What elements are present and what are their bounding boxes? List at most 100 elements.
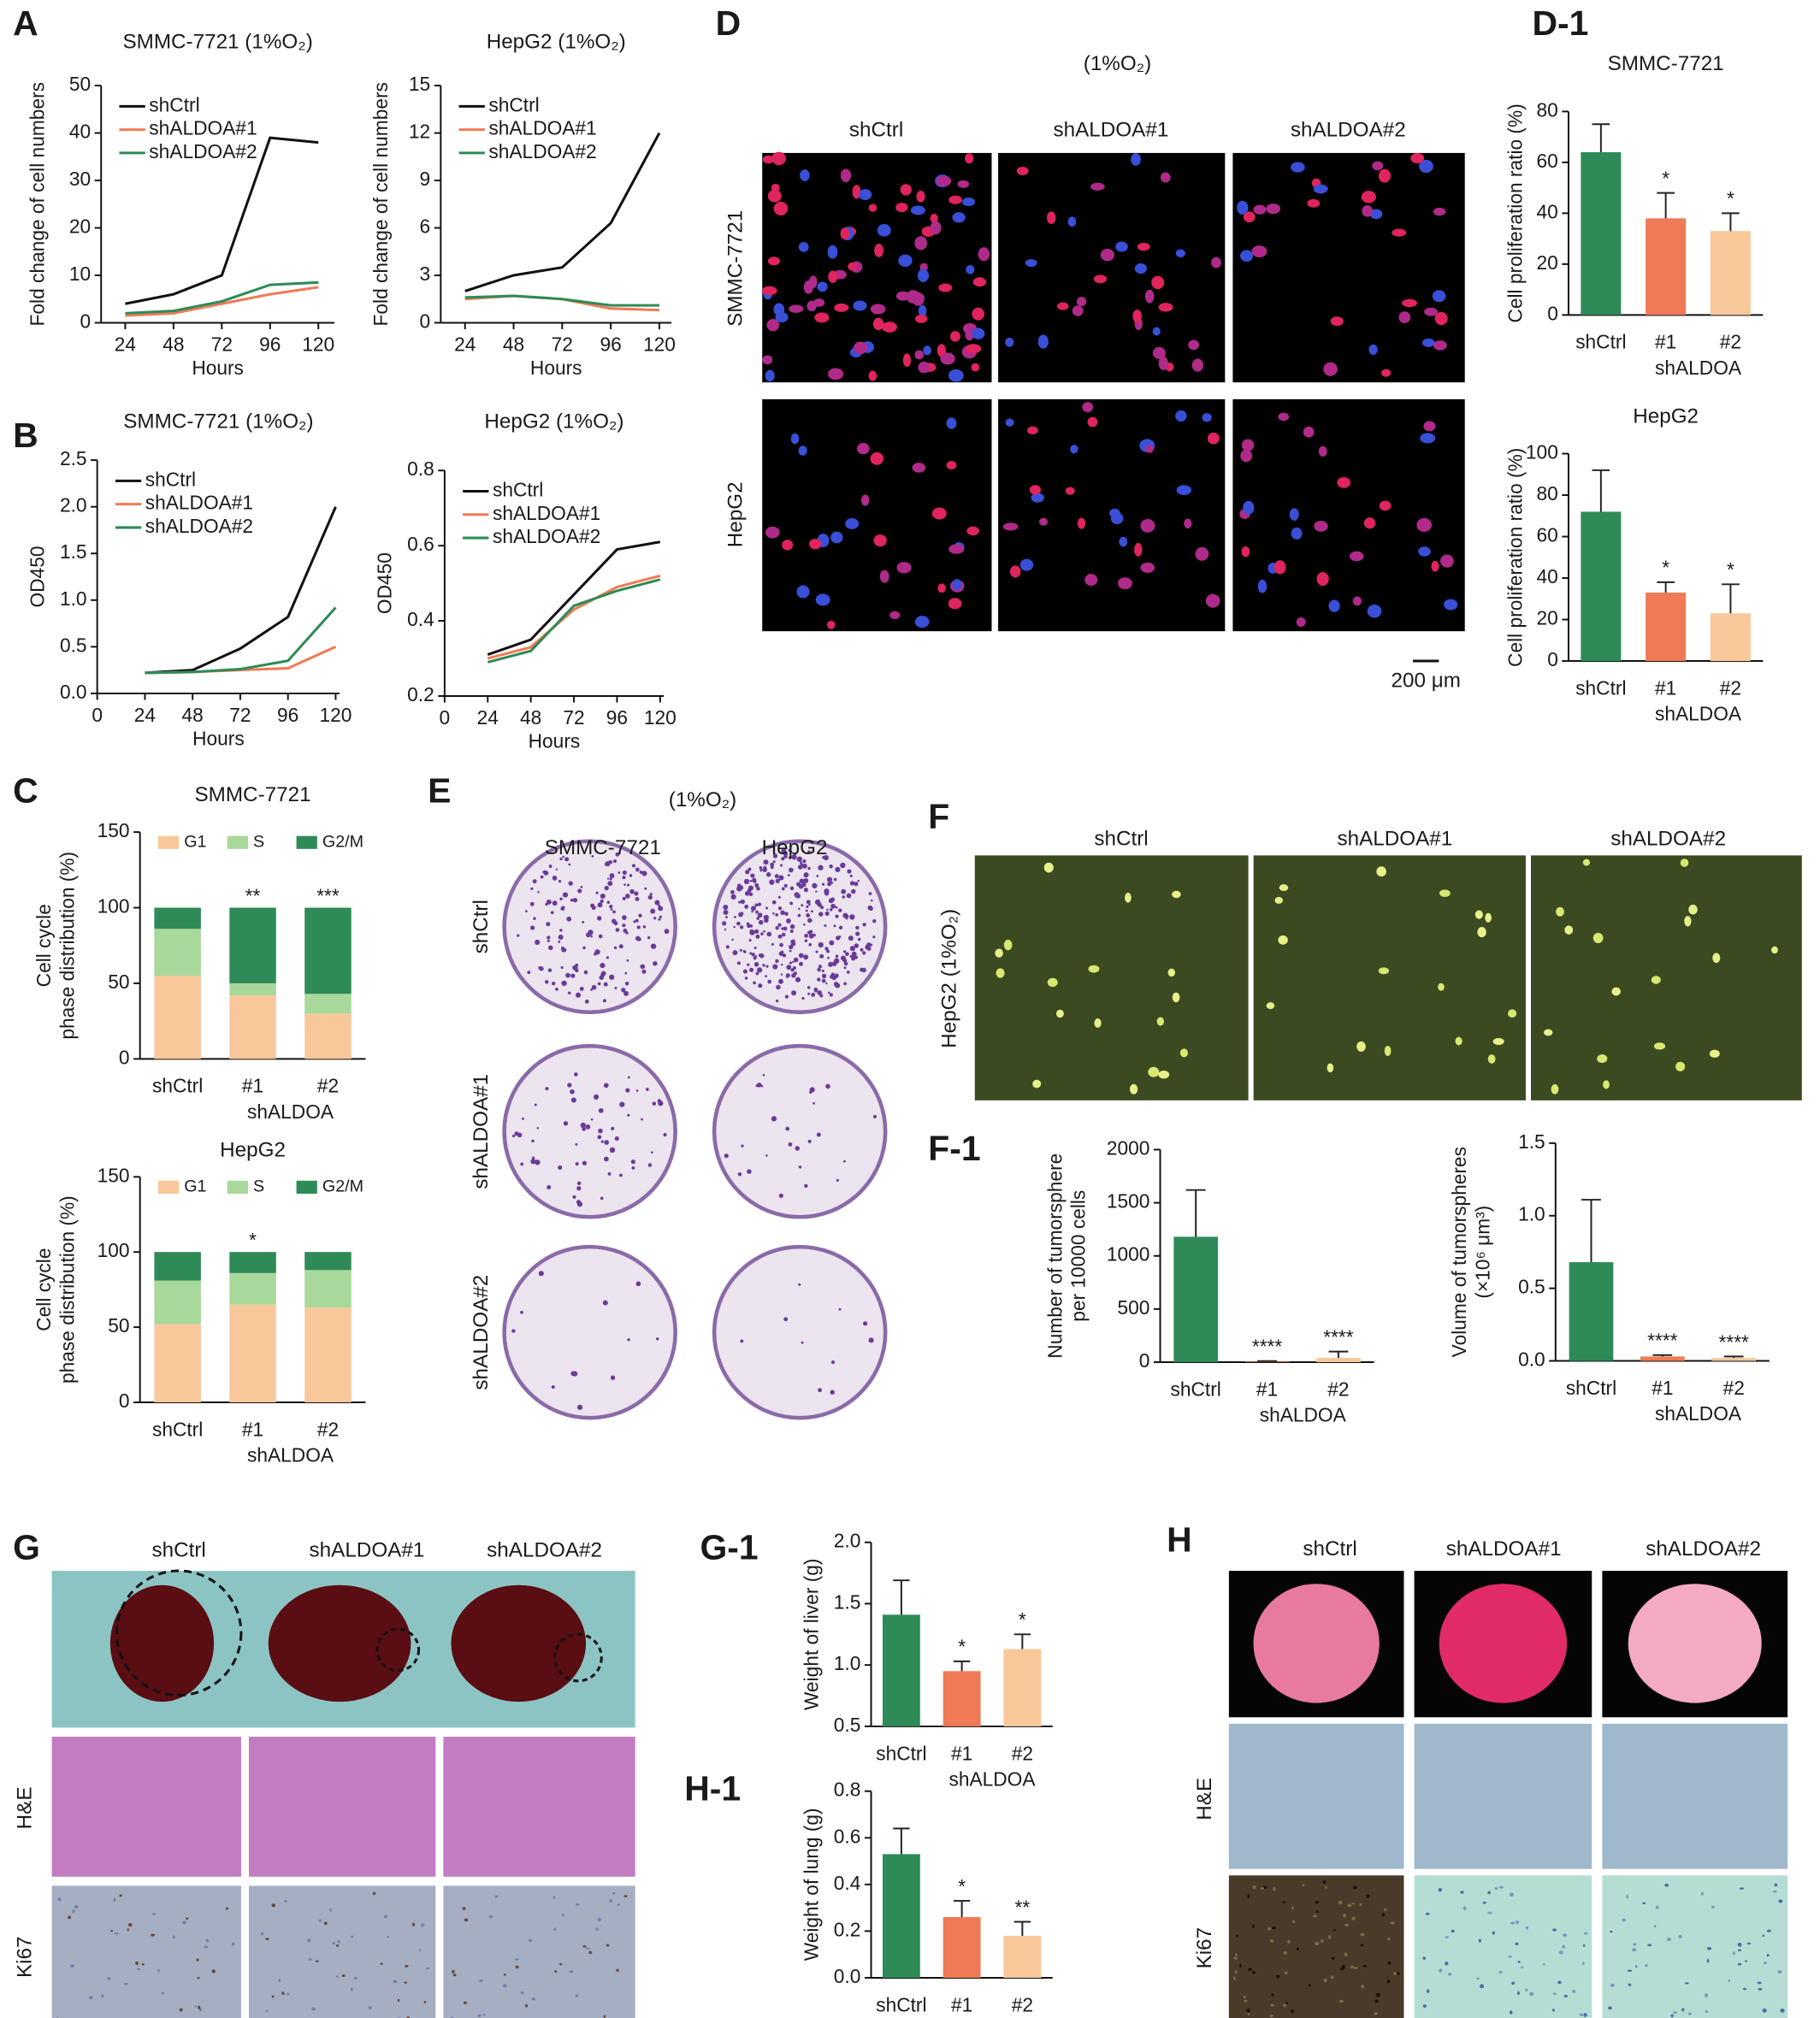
x-tick-label: 72	[552, 333, 573, 356]
cell	[936, 175, 952, 187]
panel-letter: B	[13, 416, 38, 455]
colony	[769, 879, 775, 885]
colony	[838, 1307, 842, 1311]
cell	[1084, 574, 1098, 587]
cell	[1156, 1017, 1165, 1026]
group-label: shALDOA	[247, 1100, 334, 1123]
cell	[896, 562, 912, 574]
cell	[1556, 906, 1564, 917]
micrograph	[1531, 855, 1802, 1100]
colony	[775, 999, 779, 1003]
cell	[1247, 1894, 1250, 1898]
cell	[1330, 1975, 1334, 1980]
colony	[797, 913, 801, 918]
cell	[1361, 1984, 1364, 1989]
colony	[795, 1146, 800, 1151]
cell	[1774, 1883, 1778, 1887]
y-axis-label: Cell proliferation ratio (%)	[1504, 103, 1526, 322]
cell	[354, 1976, 358, 1980]
cell	[923, 345, 931, 356]
colony	[545, 980, 549, 984]
row-label: Ki67	[14, 1936, 37, 1978]
cell	[284, 1899, 287, 1903]
colony	[538, 1271, 544, 1277]
group-label: shALDOA	[1655, 357, 1742, 379]
cell	[1179, 1048, 1188, 1058]
cell	[1131, 153, 1141, 166]
cell	[1434, 311, 1448, 326]
colony	[855, 925, 860, 930]
cell	[1386, 1979, 1390, 1984]
cell	[1439, 1968, 1443, 1973]
cell	[1043, 862, 1054, 873]
cell	[1132, 310, 1142, 323]
cell	[383, 1915, 387, 1919]
cell	[1337, 477, 1350, 488]
group-label: shALDOA	[948, 1768, 1036, 1791]
cell	[1420, 433, 1436, 444]
cell	[1422, 1956, 1426, 1960]
colony	[785, 973, 790, 978]
colony	[755, 934, 760, 939]
y-tick-label: 0.6	[834, 1825, 861, 1847]
colony	[850, 916, 854, 920]
colony	[807, 866, 811, 870]
cell	[946, 461, 957, 469]
cell	[588, 1950, 593, 1955]
colony	[803, 878, 809, 883]
colony	[789, 949, 792, 953]
legend-label: shALDOA#2	[145, 515, 253, 537]
colony	[625, 1088, 630, 1093]
colony	[795, 977, 801, 982]
colony	[872, 1114, 877, 1118]
cell	[1448, 1972, 1452, 1976]
cell	[504, 1973, 506, 1976]
colony	[758, 902, 762, 906]
column-label: shALDOA#2	[1610, 828, 1726, 851]
y-tick-label: 1000	[1107, 1243, 1150, 1266]
colony	[835, 914, 839, 918]
colony	[658, 906, 664, 912]
cell	[1247, 2012, 1250, 2015]
bar-segment	[304, 1013, 352, 1059]
colony	[552, 876, 556, 879]
cell	[817, 281, 828, 292]
colony	[532, 879, 537, 884]
colony	[783, 1317, 789, 1322]
cell	[1645, 1963, 1648, 1968]
cell	[1239, 250, 1254, 262]
y-tick-label: 60	[1537, 150, 1558, 172]
y-tick-label: 2.0	[60, 494, 87, 516]
cell	[1353, 1967, 1358, 1969]
cell	[1243, 1995, 1246, 1999]
colony	[604, 1140, 610, 1145]
panel-letter: E	[428, 770, 451, 810]
colony	[846, 893, 852, 899]
colony	[740, 899, 746, 905]
cell	[1307, 198, 1321, 208]
colony	[738, 912, 743, 918]
colony	[765, 872, 771, 877]
cell	[978, 247, 990, 262]
cell	[1673, 2011, 1677, 2015]
x-tick-label: shCtrl	[1171, 1378, 1221, 1400]
cell	[1252, 1885, 1256, 1890]
cell	[1477, 927, 1486, 938]
cell	[900, 184, 912, 196]
liver	[109, 1584, 215, 1702]
y-tick-label: 9	[420, 168, 431, 190]
colony	[861, 967, 866, 973]
cell	[1509, 2010, 1513, 2015]
panel-letter: G-1	[700, 1528, 758, 1567]
row-label: shCtrl	[470, 900, 493, 953]
column-label: shALDOA#2	[1291, 119, 1406, 142]
colony	[580, 1122, 586, 1129]
cell	[1732, 1951, 1735, 1956]
cell	[1167, 968, 1176, 977]
cell	[72, 1909, 75, 1914]
cell	[1031, 493, 1044, 503]
x-tick-label: #2	[1723, 1377, 1745, 1399]
colony	[872, 935, 876, 939]
colony	[740, 925, 744, 929]
cell	[1439, 554, 1454, 568]
